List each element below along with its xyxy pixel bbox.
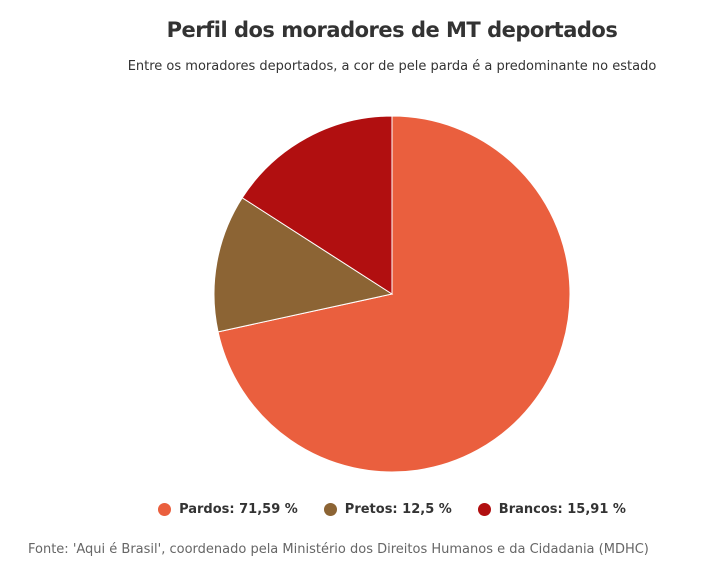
legend-label-pardos: Pardos: 71,59 % <box>179 502 298 517</box>
legend-dot-brancos <box>477 503 491 516</box>
legend-label-brancos: Brancos: 15,91 % <box>498 502 626 517</box>
chart-title: Perfil dos moradores de MT deportados <box>166 18 618 42</box>
chart-subtitle: Entre os moradores deportados, a cor de … <box>127 59 657 74</box>
source-note: Fonte: 'Aqui é Brasil', coordenado pela … <box>28 542 649 557</box>
legend-label-pretos: Pretos: 12,5 % <box>344 502 452 517</box>
legend: Pardos: 71,59 % Pretos: 12,5 % Brancos: … <box>0 502 718 517</box>
legend-item-brancos[interactable]: Brancos: 15,91 % <box>477 502 626 517</box>
legend-dot-pardos <box>158 503 172 516</box>
legend-dot-pretos <box>323 503 337 516</box>
pie-slice-brancos[interactable] <box>241 115 393 295</box>
legend-item-pardos[interactable]: Pardos: 71,59 % <box>158 502 298 517</box>
legend-item-pretos[interactable]: Pretos: 12,5 % <box>323 502 452 517</box>
pie-slice-pardos[interactable] <box>217 115 571 473</box>
pie-slice-pretos[interactable] <box>213 197 394 333</box>
